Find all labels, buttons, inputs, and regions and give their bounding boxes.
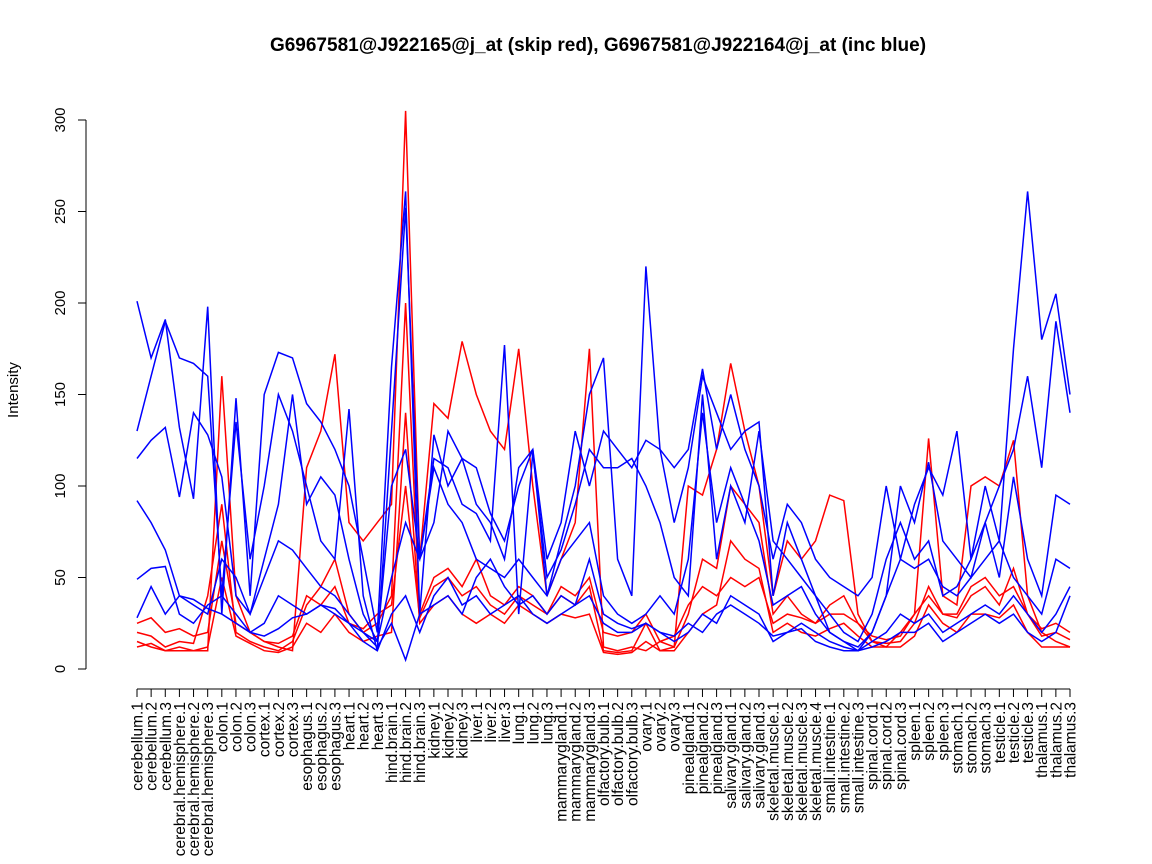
x-tick-label: mammarygland.1 xyxy=(554,702,571,822)
series-line-inc-6 xyxy=(136,207,1071,652)
x-tick-label: spinal.cord.1 xyxy=(865,702,882,790)
x-tick-label: lung.3 xyxy=(539,702,556,744)
x-tick-label: spleen.3 xyxy=(935,702,952,761)
x-tick-label: cortex.1 xyxy=(257,702,274,757)
x-tick-label: testicle.1 xyxy=(992,702,1009,763)
x-tick-label: skeletal.muscle.1 xyxy=(766,702,783,821)
x-tick-label: cortex.3 xyxy=(285,702,302,757)
x-tick-label: testicle.2 xyxy=(1006,702,1023,763)
x-tick-label: cerebellum.2 xyxy=(144,702,161,791)
x-tick-label: heart.1 xyxy=(342,702,359,750)
x-tick-label: skeletal.muscle.3 xyxy=(794,702,811,821)
x-tick-label: pinealgland.2 xyxy=(695,702,712,794)
x-tick-label: kidney.3 xyxy=(455,702,472,759)
x-tick-label: ovary.3 xyxy=(667,702,684,752)
y-tick-label: 200 xyxy=(52,290,69,315)
x-tick-label: stomach.1 xyxy=(949,702,966,774)
x-tick-label: ovary.2 xyxy=(653,702,670,752)
series-line-inc-10 xyxy=(136,556,1071,663)
x-tick-label: cerebral.hemisphere.3 xyxy=(200,702,217,856)
x-tick-label: thalamus.3 xyxy=(1063,702,1080,778)
series-line-inc-7 xyxy=(136,345,1071,645)
series-lines xyxy=(136,110,1071,663)
series-line-inc-5 xyxy=(136,191,1071,633)
x-tick-label: salivary.gland.1 xyxy=(723,702,740,809)
x-tick-label: spleen.2 xyxy=(921,702,938,761)
x-tick-label: olfactory.bulb.2 xyxy=(610,702,627,806)
x-tick-label: spinal.cord.2 xyxy=(879,702,896,790)
series-line-inc-9 xyxy=(136,565,1071,652)
x-tick-label: colon.1 xyxy=(214,702,231,752)
y-tick-label: 150 xyxy=(52,382,69,407)
y-tick-label: 300 xyxy=(52,107,69,132)
x-tick-label: heart.2 xyxy=(356,702,373,750)
x-tick-label: small.intestine.3 xyxy=(850,702,867,813)
x-tick-label: small.intestine.1 xyxy=(822,702,839,813)
x-tick-label: kidney.2 xyxy=(441,702,458,759)
x-tick-label: small.intestine.2 xyxy=(836,702,853,813)
x-tick-label: stomach.3 xyxy=(978,702,995,774)
y-tick-label: 100 xyxy=(52,473,69,498)
series-line-inc-8 xyxy=(136,412,1071,648)
x-tick-label: lung.2 xyxy=(525,702,542,744)
x-tick-label: skeletal.muscle.4 xyxy=(808,702,825,821)
x-tick-label: thalamus.2 xyxy=(1048,702,1065,778)
x-tick-label: cerebellum.3 xyxy=(158,702,175,791)
x-tick-label: heart.3 xyxy=(370,702,387,750)
x-tick-label: pinealgland.1 xyxy=(681,702,698,794)
series-line-skip-1 xyxy=(136,110,1071,652)
y-axis-label: Intensity xyxy=(5,362,22,418)
y-tick-label: 0 xyxy=(52,665,69,673)
x-tick-label: olfactory.bulb.1 xyxy=(596,702,613,806)
chart-title: G6967581@J922165@j_at (skip red), G69675… xyxy=(270,35,926,56)
y-tick-label: 50 xyxy=(52,569,69,586)
x-tick-label: hind.brain.2 xyxy=(398,702,415,783)
x-tick-label: mammarygland.2 xyxy=(568,702,585,822)
x-tick-label: cerebellum.1 xyxy=(130,702,147,791)
x-tick-label: esophagus.3 xyxy=(327,702,344,791)
x-tick-label: cortex.2 xyxy=(271,702,288,757)
x-tick-label: esophagus.2 xyxy=(313,702,330,791)
x-tick-label: cerebral.hemisphere.2 xyxy=(186,702,203,856)
x-tick-label: stomach.2 xyxy=(964,702,981,774)
x-tick-label: colon.3 xyxy=(243,702,260,752)
x-axis: cerebellum.1cerebellum.2cerebellum.3cere… xyxy=(130,688,1080,856)
x-tick-label: esophagus.1 xyxy=(299,702,316,791)
x-tick-label: lung.1 xyxy=(511,702,528,744)
x-tick-label: colon.2 xyxy=(228,702,245,752)
x-tick-label: olfactory.bulb.3 xyxy=(624,702,641,806)
x-tick-label: pinealgland.3 xyxy=(709,702,726,794)
x-tick-label: skeletal.muscle.2 xyxy=(780,702,797,821)
x-tick-label: thalamus.1 xyxy=(1034,702,1051,778)
x-tick-label: cerebral.hemisphere.1 xyxy=(172,702,189,856)
x-tick-label: salivary.gland.2 xyxy=(737,702,754,809)
x-tick-label: liver.1 xyxy=(469,702,486,743)
series-line-skip-3 xyxy=(136,412,1070,656)
y-axis: 0 50 100 150 200 250 300 xyxy=(52,107,87,673)
x-tick-label: ovary.1 xyxy=(638,702,655,752)
x-tick-label: hind.brain.3 xyxy=(412,702,429,783)
y-tick-label: 250 xyxy=(52,199,69,224)
x-tick-label: liver.2 xyxy=(483,702,500,743)
x-tick-label: testicle.3 xyxy=(1020,702,1037,763)
x-tick-label: spinal.cord.3 xyxy=(893,702,910,790)
x-tick-label: hind.brain.1 xyxy=(384,702,401,783)
x-tick-label: salivary.gland.3 xyxy=(752,702,769,809)
x-tick-label: mammarygland.3 xyxy=(582,702,599,822)
x-tick-label: spleen.1 xyxy=(907,702,924,761)
x-tick-label: liver.3 xyxy=(497,702,514,743)
series-line-skip-4 xyxy=(136,485,1071,645)
x-tick-label: kidney.1 xyxy=(426,702,443,759)
